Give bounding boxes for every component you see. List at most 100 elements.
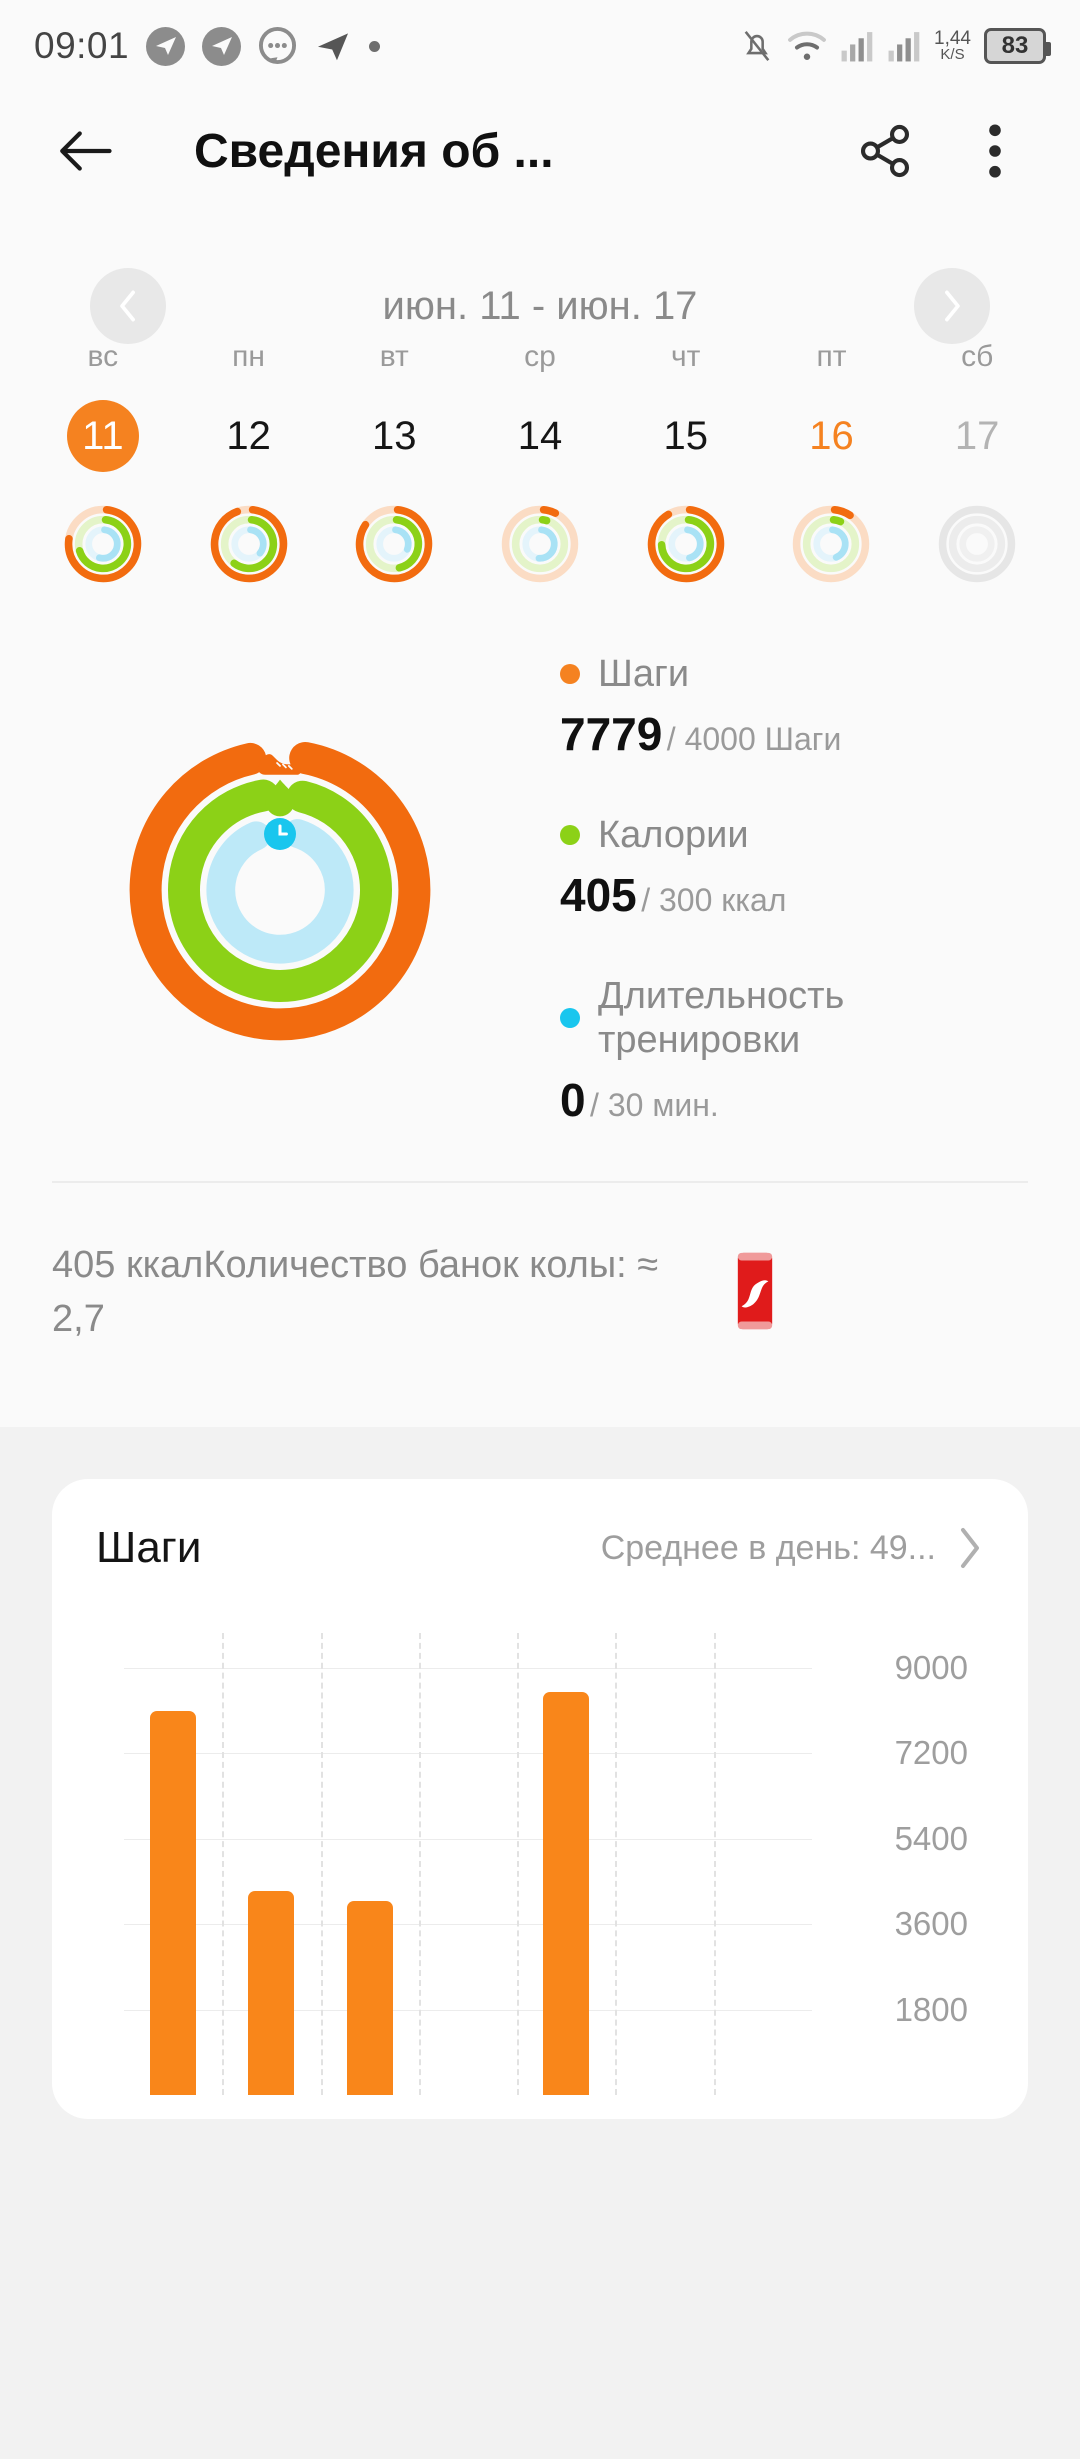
vertical-gridline — [517, 1633, 520, 2096]
chart-bar[interactable] — [248, 1891, 295, 2096]
battery-icon: 83 — [984, 28, 1051, 64]
back-arrow-icon[interactable] — [50, 116, 120, 186]
stat-header: Шаги — [560, 652, 1050, 697]
stat-value: 405 — [560, 868, 637, 921]
day-of-week-label: вт — [379, 340, 409, 373]
mini-ring[interactable] — [176, 502, 322, 586]
cards-section: Шаги Среднее в день: 49... 1800 3600 5400 7… — [0, 1427, 1080, 2120]
calories-dot — [560, 825, 580, 846]
day-number[interactable]: 16 — [809, 413, 854, 458]
divider — [52, 1181, 1028, 1184]
mini-ring[interactable] — [613, 502, 759, 586]
duration-dot — [560, 1008, 580, 1029]
wifi-icon — [787, 29, 827, 63]
stat-value: 0 — [560, 1074, 586, 1127]
mini-activity-rings — [210, 505, 287, 583]
steps-bar-chart: 1800 3600 5400 7200 9000 — [96, 1625, 984, 2096]
y-axis-label: 5400 — [894, 1819, 968, 1857]
page-title: Сведения об ... — [194, 124, 554, 178]
stat-header: Длительность тренировки — [560, 974, 1050, 1064]
day-of-week-label: ср — [524, 340, 556, 373]
steps-card-subtitle: Среднее в день: 49... — [600, 1528, 936, 1567]
gridline — [124, 1838, 812, 1840]
vertical-gridline — [320, 1633, 323, 2096]
chart-bar[interactable] — [346, 1900, 393, 2096]
stat-label: Калории — [598, 813, 749, 856]
stat-value-row: 405 / 300 ккал — [560, 868, 1050, 922]
gridline — [124, 2009, 812, 2011]
day-number[interactable]: 15 — [663, 413, 708, 458]
stats-legend: Шаги 7779 / 4000 Шаги Калории 405 / 300 … — [560, 652, 1080, 1127]
steps-card-action[interactable]: Среднее в день: 49... — [601, 1526, 984, 1570]
steps-card[interactable]: Шаги Среднее в день: 49... 1800 3600 5400 7… — [52, 1479, 1028, 2120]
chevron-right-icon[interactable] — [956, 1526, 984, 1570]
stat-value: 7779 — [560, 707, 663, 760]
day-of-week-label: пн — [232, 340, 265, 373]
y-axis-label: 1800 — [894, 1990, 968, 2028]
day-column[interactable]: пн 12 — [176, 340, 322, 472]
chart-y-axis: 1800 3600 5400 7200 9000 — [819, 1625, 984, 2095]
stat-value-row: 7779 / 4000 Шаги — [560, 707, 1050, 761]
chart-bars — [124, 1625, 812, 2096]
telegram-icon — [202, 26, 242, 66]
day-number[interactable]: 11 — [66, 400, 139, 472]
day-column[interactable]: пт 16 — [759, 340, 905, 472]
cola-note: 405 ккалКоличество банок колы: ≈ 2,7 — [0, 1183, 1080, 1417]
status-bar-left: 09:01 — [34, 25, 381, 67]
cola-can-icon — [732, 1249, 778, 1338]
telegram-icon — [146, 26, 186, 66]
mini-ring[interactable] — [759, 502, 905, 586]
mini-ring[interactable] — [904, 502, 1050, 586]
stat-item: Калории 405 / 300 ккал — [560, 813, 1050, 922]
share-icon[interactable] — [850, 116, 920, 186]
y-axis-label: 3600 — [894, 1905, 968, 1943]
mini-activity-rings — [938, 505, 1016, 583]
stat-goal: / 30 мин. — [590, 1087, 719, 1124]
gridline — [124, 1924, 812, 1926]
prev-week-button[interactable] — [90, 268, 166, 344]
next-week-button[interactable] — [914, 268, 990, 344]
status-bar: 09:01 1,44 K/S 83 — [0, 0, 1080, 92]
day-column[interactable]: вт 13 — [321, 340, 467, 472]
gridline — [124, 1667, 812, 1669]
summary-panel: июн. 11 - июн. 17 вс 11 пн 12 вт 13 ср 14 чт 15 пт… — [0, 210, 1080, 1428]
day-column[interactable]: вс 11 — [30, 340, 176, 472]
mini-activity-rings — [501, 505, 579, 583]
steps-card-header: Шаги Среднее в день: 49... — [96, 1523, 984, 1573]
day-column[interactable]: сб 17 — [904, 340, 1050, 472]
day-column[interactable]: ср 14 — [467, 340, 613, 472]
day-strip: вс 11 пн 12 вт 13 ср 14 чт 15 пт 16 сб 17 — [0, 340, 1080, 472]
chart-bar[interactable] — [543, 1691, 590, 2096]
day-number[interactable]: 14 — [517, 413, 563, 458]
network-speed: 1,44 K/S — [934, 29, 971, 62]
chart-bar[interactable] — [150, 1710, 197, 2096]
vertical-gridline — [418, 1633, 421, 2096]
stat-header: Калории — [560, 813, 1050, 858]
chart-plot-area — [124, 1625, 812, 2096]
mini-ring[interactable] — [30, 502, 176, 586]
mini-activity-rings — [647, 505, 724, 583]
day-number[interactable]: 17 — [954, 413, 1000, 458]
main-rings[interactable] — [0, 730, 560, 1050]
week-navigator: июн. 11 - июн. 17 — [0, 210, 1080, 344]
flame-icon — [265, 779, 295, 817]
gridline — [124, 1753, 812, 1755]
day-number[interactable]: 13 — [372, 413, 417, 458]
steps-card-title: Шаги — [96, 1523, 202, 1573]
more-vertical-icon[interactable] — [960, 116, 1030, 186]
day-column[interactable]: чт 15 — [613, 340, 759, 472]
day-number[interactable]: 12 — [226, 413, 271, 458]
day-of-week-label: пт — [816, 340, 847, 373]
mini-ring[interactable] — [321, 502, 467, 586]
stat-goal: / 300 ккал — [641, 881, 787, 918]
mini-activity-rings — [356, 505, 433, 583]
mini-ring[interactable] — [467, 502, 613, 586]
stat-item: Шаги 7779 / 4000 Шаги — [560, 652, 1050, 761]
telegram-send-icon — [314, 27, 352, 65]
mini-rings-row — [0, 502, 1080, 586]
stat-value-row: 0 / 30 мин. — [560, 1073, 1050, 1127]
y-axis-label: 7200 — [894, 1734, 968, 1772]
activity-rings-chart — [129, 739, 431, 1041]
day-of-week-label: чт — [671, 340, 701, 373]
day-of-week-label: вс — [87, 340, 119, 373]
